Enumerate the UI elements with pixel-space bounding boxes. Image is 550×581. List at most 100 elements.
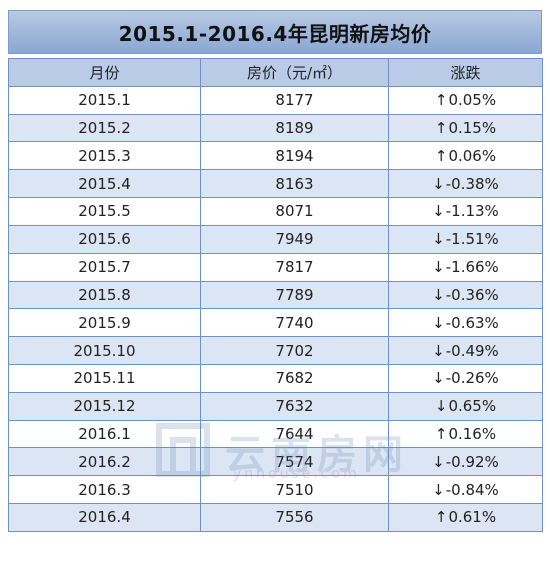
change-value: -1.66% [445, 258, 499, 277]
arrow-down-icon: ↓ [432, 452, 445, 471]
cell-price: 7702 [200, 336, 389, 365]
cell-change: ↓-1.51% [388, 224, 543, 254]
cell-price: 8189 [200, 113, 389, 143]
cell-change: ↑0.06% [388, 141, 543, 171]
arrow-down-icon: ↓ [432, 230, 445, 249]
cell-change: ↓-1.66% [388, 252, 543, 282]
cell-month: 2015.9 [8, 308, 201, 338]
table-row: 2015.2 8189 ↑0.15% [8, 113, 543, 143]
change-value: -0.63% [445, 313, 499, 332]
change-value: -0.26% [445, 369, 499, 388]
cell-change: ↓-0.36% [388, 280, 543, 310]
table-row: 2015.5 8071 ↓-1.13% [8, 197, 543, 226]
price-table: 月份 房价（元/㎡） 涨跌 2015.1 8177 ↑0.05% 2015.2 8189… [8, 58, 543, 532]
arrow-down-icon: ↓ [434, 397, 448, 416]
arrow-up-icon: ↑ [434, 146, 448, 165]
change-value: -1.13% [445, 202, 499, 221]
table-row: 2016.3 7510 ↓-0.84% [8, 475, 543, 504]
cell-change: ↓-0.49% [388, 336, 543, 365]
table-header: 月份 房价（元/㎡） 涨跌 [8, 58, 543, 87]
arrow-down-icon: ↓ [432, 174, 445, 193]
table-title: 2015.1-2016.4年昆明新房均价 [118, 21, 432, 46]
arrow-up-icon: ↑ [434, 119, 448, 138]
cell-month: 2016.4 [8, 503, 201, 532]
table-row: 2015.4 8163 ↓-0.38% [8, 169, 543, 199]
change-value: 0.65% [448, 397, 497, 416]
table-row: 2015.3 8194 ↑0.06% [8, 141, 543, 171]
table-body: 2015.1 8177 ↑0.05% 2015.2 8189 ↑0.15% 2015.3 81… [8, 85, 543, 532]
table-row: 2015.6 7949 ↓-1.51% [8, 224, 543, 254]
arrow-up-icon: ↑ [434, 424, 448, 443]
arrow-up-icon: ↑ [434, 91, 448, 110]
change-value: -0.36% [445, 285, 499, 304]
cell-month: 2015.4 [8, 169, 201, 199]
cell-change: ↑0.15% [388, 113, 543, 143]
cell-price: 7574 [200, 447, 389, 477]
arrow-down-icon: ↓ [432, 341, 445, 360]
header-month: 月份 [8, 58, 201, 87]
cell-change: ↓-0.63% [388, 308, 543, 338]
header-price: 房价（元/㎡） [200, 58, 389, 87]
cell-price: 7632 [200, 391, 389, 421]
table-row: 2015.10 7702 ↓-0.49% [8, 336, 543, 365]
cell-change: ↓-0.84% [388, 475, 543, 504]
cell-price: 7556 [200, 503, 389, 532]
cell-price: 7510 [200, 475, 389, 504]
cell-month: 2015.5 [8, 197, 201, 226]
cell-change: ↓-0.38% [388, 169, 543, 199]
arrow-down-icon: ↓ [432, 313, 445, 332]
arrow-down-icon: ↓ [432, 480, 445, 499]
cell-month: 2015.7 [8, 252, 201, 282]
cell-price: 8071 [200, 197, 389, 226]
table-row: 2016.1 7644 ↑0.16% [8, 419, 543, 449]
cell-month: 2015.12 [8, 391, 201, 421]
change-value: -1.51% [445, 230, 499, 249]
change-value: -0.92% [445, 452, 499, 471]
cell-price: 7817 [200, 252, 389, 282]
cell-month: 2016.1 [8, 419, 201, 449]
cell-month: 2015.1 [8, 85, 201, 115]
cell-price: 8177 [200, 85, 389, 115]
cell-month: 2015.2 [8, 113, 201, 143]
arrow-down-icon: ↓ [432, 285, 445, 304]
cell-month: 2016.3 [8, 475, 201, 504]
header-change: 涨跌 [388, 58, 543, 87]
arrow-down-icon: ↓ [432, 202, 445, 221]
cell-price: 8163 [200, 169, 389, 199]
cell-change: ↓-1.13% [388, 197, 543, 226]
cell-change: ↓0.65% [388, 391, 543, 421]
arrow-down-icon: ↓ [432, 258, 445, 277]
change-value: -0.49% [445, 341, 499, 360]
table-row: 2016.4 7556 ↑0.61% [8, 503, 543, 532]
cell-price: 8194 [200, 141, 389, 171]
cell-month: 2015.11 [8, 363, 201, 393]
table-row: 2015.1 8177 ↑0.05% [8, 85, 543, 115]
change-value: 0.16% [448, 424, 497, 443]
cell-price: 7949 [200, 224, 389, 254]
cell-month: 2015.8 [8, 280, 201, 310]
table-row: 2015.8 7789 ↓-0.36% [8, 280, 543, 310]
cell-change: ↓-0.26% [388, 363, 543, 393]
table-title-bar: 2015.1-2016.4年昆明新房均价 [8, 10, 542, 54]
cell-price: 7740 [200, 308, 389, 338]
cell-month: 2015.6 [8, 224, 201, 254]
cell-month: 2015.3 [8, 141, 201, 171]
change-value: 0.05% [448, 91, 497, 110]
table-row: 2015.9 7740 ↓-0.63% [8, 308, 543, 338]
change-value: -0.84% [445, 480, 499, 499]
cell-change: ↑0.61% [388, 503, 543, 532]
change-value: 0.06% [448, 146, 497, 165]
change-value: 0.15% [448, 119, 497, 138]
change-value: 0.61% [448, 508, 497, 527]
table-row: 2015.11 7682 ↓-0.26% [8, 363, 543, 393]
arrow-up-icon: ↑ [434, 508, 448, 527]
cell-price: 7644 [200, 419, 389, 449]
table-row: 2016.2 7574 ↓-0.92% [8, 447, 543, 477]
cell-change: ↑0.05% [388, 85, 543, 115]
change-value: -0.38% [445, 174, 499, 193]
cell-month: 2015.10 [8, 336, 201, 365]
table-row: 2015.7 7817 ↓-1.66% [8, 252, 543, 282]
cell-change: ↑0.16% [388, 419, 543, 449]
cell-month: 2016.2 [8, 447, 201, 477]
